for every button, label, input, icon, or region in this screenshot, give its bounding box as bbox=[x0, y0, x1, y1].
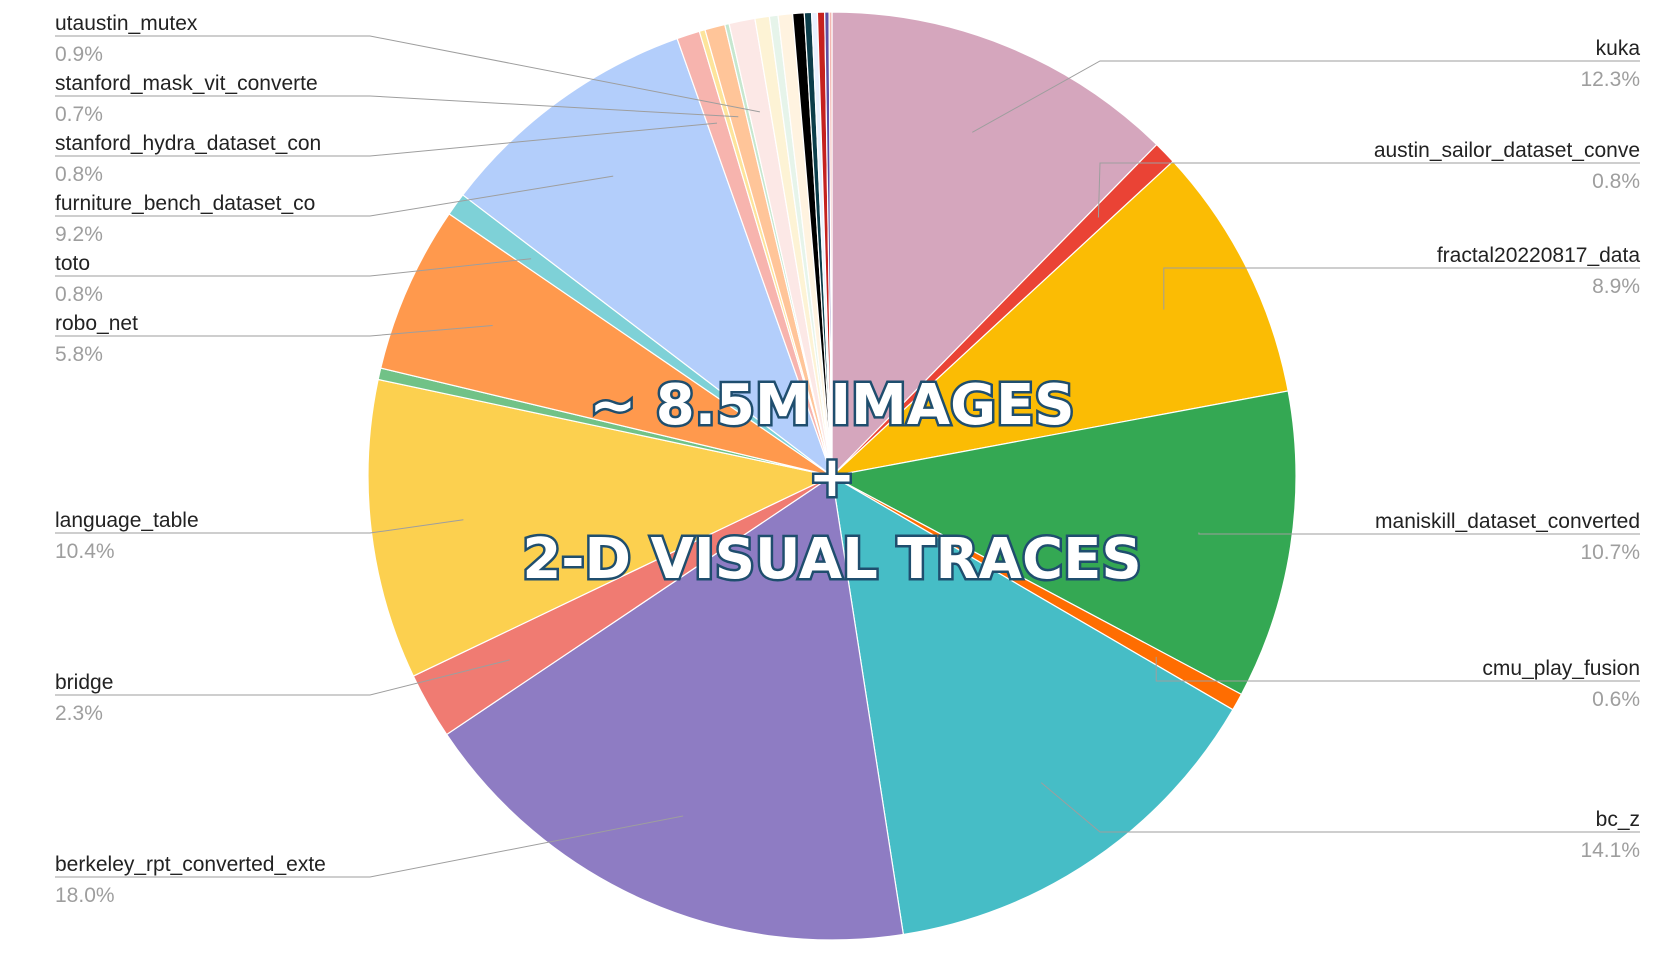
leader-line-fractal20220817-data bbox=[1163, 267, 1640, 310]
leader-line-stanford-mask-vit-converte bbox=[55, 95, 739, 118]
slice-label-language-table: language_table bbox=[55, 509, 199, 532]
center-overlay-text: ~ 8.5M IMAGES + 2-D VISUAL TRACES bbox=[520, 371, 1144, 595]
slice-berkeley-rpt-converted-exte bbox=[445, 474, 905, 941]
slice-label-bc-z: bc_z bbox=[1596, 808, 1640, 831]
slice-label-kuka: kuka bbox=[1596, 37, 1641, 60]
slice-percent-utaustin-mutex: 0.9% bbox=[55, 43, 103, 66]
slice-percent-stanford-hydra-dataset-con: 0.8% bbox=[55, 163, 103, 186]
slice-percent-robo-net: 5.8% bbox=[55, 343, 103, 366]
pie-slices bbox=[367, 11, 1297, 941]
slice-label-bridge: bridge bbox=[55, 671, 113, 694]
overlay-line-2: + bbox=[809, 445, 856, 510]
slice-label-utaustin-mutex: utaustin_mutex bbox=[55, 12, 198, 35]
slice-furniture-bench-dataset-co bbox=[461, 37, 834, 478]
leader-line-maniskill-dataset-converted bbox=[1198, 532, 1640, 535]
slice-kuka bbox=[831, 11, 1158, 478]
slice-label-stanford-hydra-dataset-con: stanford_hydra_dataset_con bbox=[55, 132, 321, 155]
slice-percent-language-table: 10.4% bbox=[55, 540, 115, 563]
slice-percent-bc-z: 14.1% bbox=[1580, 839, 1640, 862]
slice-label-stanford-mask-vit-converte: stanford_mask_vit_converte bbox=[55, 72, 318, 95]
slice-label-robo-net: robo_net bbox=[55, 312, 138, 335]
leader-line-robo-net bbox=[55, 325, 493, 337]
leader-line-utaustin-mutex bbox=[55, 35, 760, 113]
leader-line-toto bbox=[55, 258, 532, 277]
leader-line-furniture-bench-dataset-co bbox=[55, 175, 614, 217]
leader-line-bridge bbox=[55, 659, 510, 696]
slice-bc-z bbox=[831, 474, 1234, 936]
slice-percent-toto: 0.8% bbox=[55, 283, 103, 306]
overlay-line-3: 2-D VISUAL TRACES bbox=[522, 527, 1141, 592]
slice-percent-stanford-mask-vit-converte: 0.7% bbox=[55, 103, 103, 126]
slice-robo-net bbox=[380, 213, 833, 477]
leader-line-berkeley-rpt-converted-exte bbox=[55, 815, 684, 878]
leader-line-cmu-play-fusion bbox=[1155, 656, 1640, 682]
slice-label-fractal20220817-data: fractal20220817_data bbox=[1437, 244, 1640, 267]
slice-percent-berkeley-rpt-converted-exte: 18.0% bbox=[55, 884, 115, 907]
slice-labels: kuka 12.3% austin_sailor_dataset_conve 0.8%… bbox=[55, 12, 1640, 907]
slice-percent-austin-sailor-dataset-conve: 0.8% bbox=[1592, 170, 1640, 193]
slice-percent-cmu-play-fusion: 0.6% bbox=[1592, 688, 1640, 711]
slice-percent-bridge: 2.3% bbox=[55, 702, 103, 725]
slice-percent-furniture-bench-dataset-co: 9.2% bbox=[55, 223, 103, 246]
slice-label-maniskill-dataset-converted: maniskill_dataset_converted bbox=[1375, 510, 1640, 533]
leader-line-kuka bbox=[972, 60, 1640, 133]
slice-maniskill-dataset-converted bbox=[830, 390, 1297, 696]
slice-label-cmu-play-fusion: cmu_play_fusion bbox=[1482, 657, 1640, 680]
slice-label-austin-sailor-dataset-conve: austin_sailor_dataset_conve bbox=[1374, 139, 1640, 162]
slice-label-toto: toto bbox=[55, 252, 90, 275]
slice-label-furniture-bench-dataset-co: furniture_bench_dataset_co bbox=[55, 192, 315, 215]
leader-line-stanford-hydra-dataset-con bbox=[55, 122, 718, 157]
slice-percent-maniskill-dataset-converted: 10.7% bbox=[1580, 541, 1640, 564]
leader-line-austin-sailor-dataset-conve bbox=[1097, 162, 1640, 218]
slice-label-berkeley-rpt-converted-exte: berkeley_rpt_converted_exte bbox=[55, 853, 326, 876]
slice-percent-kuka: 12.3% bbox=[1580, 68, 1640, 91]
leader-line-bc-z bbox=[1040, 782, 1640, 833]
leader-line-language-table bbox=[55, 519, 464, 534]
overlay-line-1: ~ 8.5M IMAGES bbox=[589, 373, 1074, 438]
slice-unlabeled-26 bbox=[828, 11, 833, 477]
slice-percent-fractal20220817-data: 8.9% bbox=[1592, 275, 1640, 298]
slice-language-table bbox=[367, 378, 834, 677]
